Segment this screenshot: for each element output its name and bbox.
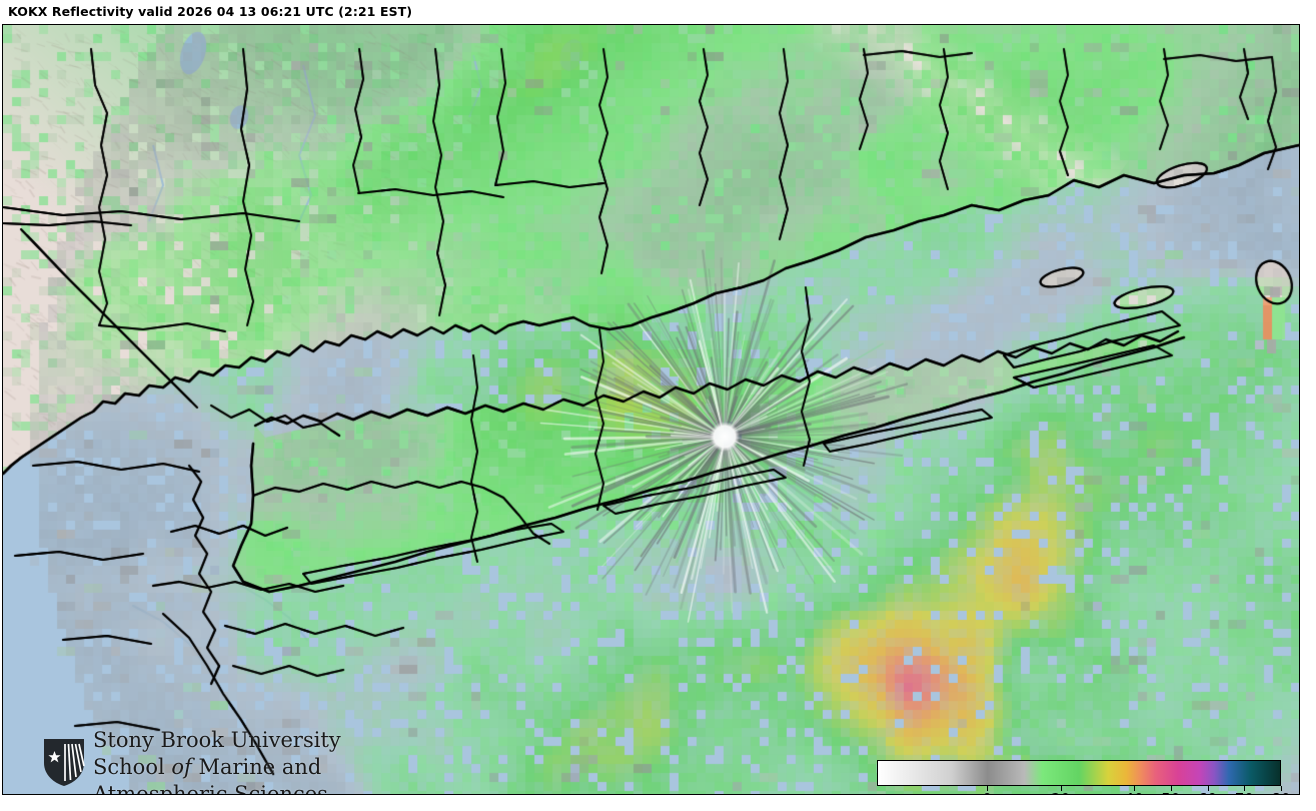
colorbar-tick-label: 70 (1235, 790, 1254, 794)
colorbar-tick-label: 20 (1051, 790, 1070, 794)
radar-map-canvas[interactable] (3, 25, 1299, 794)
reflectivity-colorbar: 0 20 40 50 60 70 80 (877, 760, 1291, 794)
page-title: KOKX Reflectivity valid 2026 04 13 06:21… (8, 4, 413, 19)
header-bar: KOKX Reflectivity valid 2026 04 13 06:21… (0, 0, 1316, 24)
colorbar-tick-label: 0 (982, 790, 992, 794)
colorbar-tick (1060, 786, 1062, 791)
map-frame[interactable]: Stony Brook University School of Marine … (2, 24, 1300, 795)
colorbar-tick-label: 50 (1161, 790, 1180, 794)
colorbar-tick (1207, 786, 1209, 791)
colorbar-box (877, 760, 1281, 786)
colorbar-tick (1281, 786, 1282, 791)
colorbar-tick-label: 40 (1125, 790, 1144, 794)
colorbar-tick-label: 60 (1198, 790, 1217, 794)
colorbar-tick (1170, 786, 1172, 791)
colorbar-tick (1134, 786, 1136, 791)
colorbar-tick (987, 786, 989, 791)
colorbar-gradient (878, 761, 1280, 785)
colorbar-tick (1244, 786, 1246, 791)
colorbar-tick-label: 80 (1271, 790, 1290, 794)
